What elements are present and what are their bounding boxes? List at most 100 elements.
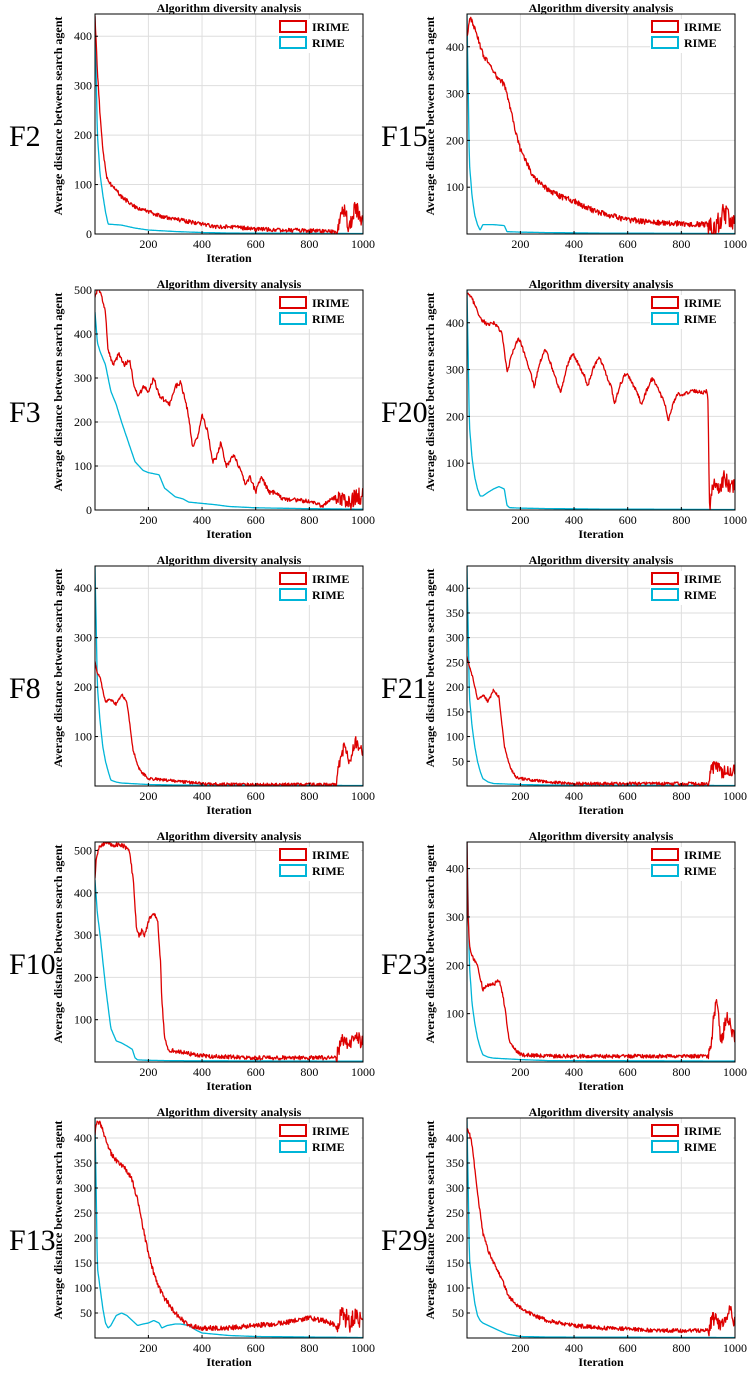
series-line-irime (95, 290, 363, 510)
panel-label: F13 (9, 1224, 56, 1257)
x-tick-label: 200 (139, 237, 157, 251)
legend-label-rime: RIME (684, 864, 717, 878)
legend: IRIME RIME (278, 19, 361, 53)
legend-label-irime: IRIME (684, 296, 721, 310)
axes-frame (94, 565, 364, 787)
chart-panel-f3: 200 400 600 800 1000 0 100 200 300 400 500 Algorith… (9, 277, 375, 541)
legend-swatch-irime (651, 296, 679, 309)
x-tick-label: 400 (193, 1341, 211, 1355)
legend-label-rime: RIME (684, 1140, 717, 1154)
y-tick-label: 400 (74, 29, 92, 43)
series-line-rime (467, 1118, 735, 1338)
y-tick-label: 200 (74, 680, 92, 694)
legend-swatch-irime (651, 1124, 679, 1137)
x-tick-label: 600 (247, 789, 265, 803)
series-line-rime (95, 880, 363, 1062)
series-line-irime (467, 1128, 735, 1337)
x-tick-label: 600 (619, 1341, 637, 1355)
y-tick-label: 100 (446, 1007, 464, 1021)
chart-title: Algorithm diversity analysis (157, 1, 302, 15)
series-line-irime (95, 661, 363, 786)
y-tick-label: 300 (74, 79, 92, 93)
axes-frame (466, 1117, 736, 1339)
axes-frame (466, 13, 736, 235)
axes-frame (94, 13, 364, 235)
y-tick-label: 100 (74, 730, 92, 744)
chart-title: Algorithm diversity analysis (529, 829, 674, 843)
legend-label-irime: IRIME (312, 20, 349, 34)
legend-swatch-irime (651, 572, 679, 585)
y-axis-label: Average distance between search agent (51, 1121, 65, 1320)
x-tick-label: 400 (193, 513, 211, 527)
x-tick-label: 1000 (351, 1341, 375, 1355)
y-axis-label: Average distance between search agent (423, 569, 437, 768)
chart-title: Algorithm diversity analysis (529, 1, 674, 15)
legend-label-irime: IRIME (684, 848, 721, 862)
x-tick-label: 1000 (351, 237, 375, 251)
y-tick-label: 400 (74, 1131, 92, 1145)
legend: IRIME RIME (650, 571, 733, 605)
series-line-rime (95, 16, 363, 234)
legend-swatch-irime (651, 20, 679, 33)
chart-panel-f15: 200 400 600 800 1000 100 200 300 400 Algorithm di… (381, 1, 747, 265)
y-tick-label: 350 (446, 606, 464, 620)
y-tick-label: 500 (74, 283, 92, 297)
legend-label-irime: IRIME (312, 296, 349, 310)
y-tick-label: 400 (74, 886, 92, 900)
x-tick-label: 800 (672, 513, 690, 527)
y-tick-label: 200 (446, 133, 464, 147)
series-line-rime (467, 14, 735, 234)
x-tick-label: 1000 (351, 513, 375, 527)
axes-frame (94, 841, 364, 1063)
y-tick-label: 300 (446, 910, 464, 924)
x-tick-label: 200 (139, 789, 157, 803)
y-tick-label: 350 (446, 1156, 464, 1170)
legend-swatch-rime (651, 588, 679, 601)
y-tick-label: 50 (80, 1306, 92, 1320)
x-tick-label: 200 (511, 789, 529, 803)
y-tick-label: 0 (86, 503, 92, 517)
y-tick-label: 100 (446, 456, 464, 470)
x-tick-label: 600 (619, 1065, 637, 1079)
y-tick-label: 100 (74, 178, 92, 192)
y-tick-label: 400 (74, 327, 92, 341)
legend: IRIME RIME (278, 295, 361, 329)
y-axis-label: Average distance between search agent (51, 569, 65, 768)
y-tick-label: 100 (446, 180, 464, 194)
legend-swatch-rime (279, 588, 307, 601)
y-tick-label: 50 (452, 754, 464, 768)
panel-label: F3 (9, 396, 41, 429)
legend-swatch-rime (651, 312, 679, 325)
legend-label-irime: IRIME (684, 572, 721, 586)
panel-label: F10 (9, 948, 56, 981)
x-axis-label: Iteration (578, 803, 624, 817)
x-tick-label: 400 (565, 1065, 583, 1079)
series-line-rime (467, 566, 735, 786)
legend: IRIME RIME (278, 1123, 361, 1157)
x-tick-label: 600 (619, 513, 637, 527)
y-tick-label: 150 (446, 1256, 464, 1270)
y-tick-label: 200 (446, 1231, 464, 1245)
series-line-irime (95, 1120, 363, 1333)
chart-title: Algorithm diversity analysis (529, 277, 674, 291)
legend-swatch-rime (279, 1140, 307, 1153)
y-tick-label: 300 (74, 371, 92, 385)
axes-frame (466, 565, 736, 787)
series-line-irime (467, 16, 735, 234)
x-tick-label: 600 (247, 1341, 265, 1355)
legend-label-irime: IRIME (312, 848, 349, 862)
y-tick-label: 400 (446, 1131, 464, 1145)
legend-label-rime: RIME (312, 588, 345, 602)
axes-frame (94, 1117, 364, 1339)
x-tick-label: 200 (511, 1341, 529, 1355)
x-tick-label: 800 (672, 789, 690, 803)
legend-swatch-irime (279, 1124, 307, 1137)
legend: IRIME RIME (650, 19, 733, 53)
series-line-rime (95, 1118, 363, 1338)
x-tick-label: 1000 (351, 789, 375, 803)
legend-label-rime: RIME (312, 864, 345, 878)
series-line-irime (467, 292, 735, 510)
y-tick-label: 0 (86, 227, 92, 241)
y-tick-label: 300 (446, 363, 464, 377)
x-tick-label: 400 (565, 237, 583, 251)
